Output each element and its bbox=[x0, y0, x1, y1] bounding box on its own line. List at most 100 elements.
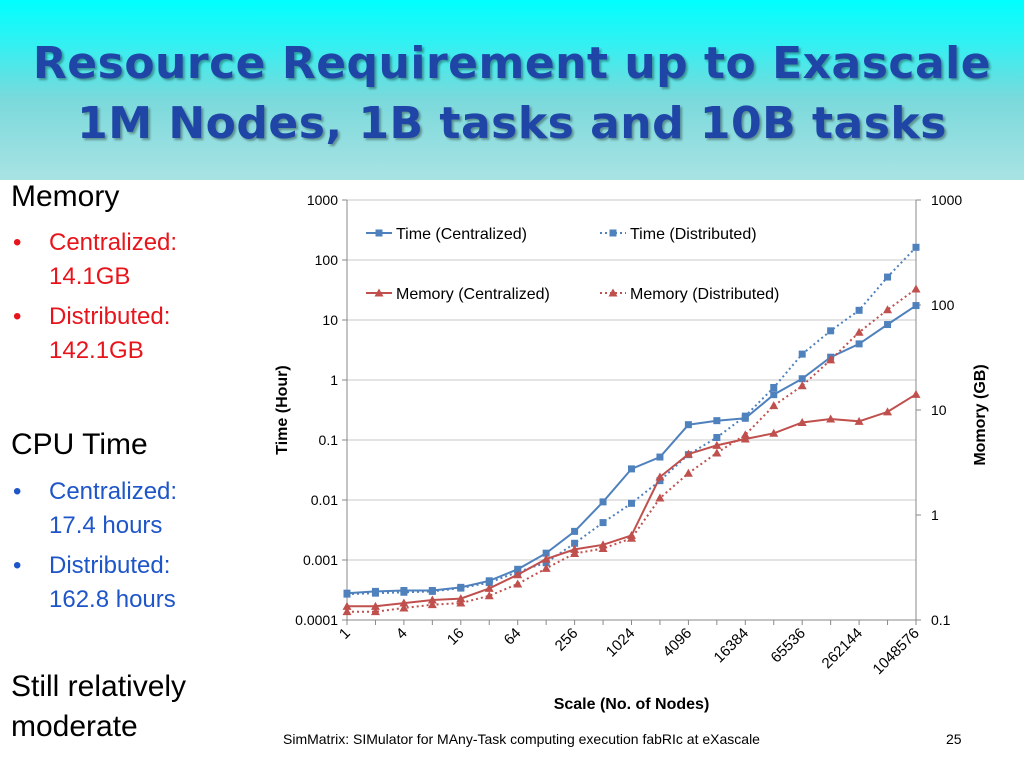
data-point-time-centralized bbox=[884, 321, 892, 329]
data-point-memory-centralized bbox=[883, 407, 893, 416]
footer-text: SimMatrix: SIMulator for MAny-Task compu… bbox=[283, 731, 760, 747]
data-point-time-distributed bbox=[628, 499, 635, 507]
data-point-memory-centralized bbox=[769, 428, 779, 437]
memory-distributed-value: 142.1GB bbox=[49, 337, 144, 364]
data-point-time-centralized bbox=[770, 391, 778, 399]
data-point-time-centralized bbox=[684, 421, 692, 429]
x-tick-label: 1048576 bbox=[870, 625, 923, 678]
data-point-time-distributed bbox=[884, 273, 892, 281]
x-tick-label: 65536 bbox=[768, 625, 810, 667]
data-point-time-distributed bbox=[428, 587, 436, 595]
y-left-axis-title: Time (Hour) bbox=[274, 365, 291, 454]
cpu-distributed-value: 162.8 hours bbox=[49, 586, 176, 613]
data-point-memory-centralized bbox=[854, 416, 864, 425]
legend-label: Memory (Distributed) bbox=[630, 286, 779, 303]
data-point-memory-centralized bbox=[399, 598, 409, 607]
data-point-time-distributed bbox=[371, 589, 379, 597]
cpu-centralized-value: 17.4 hours bbox=[49, 512, 163, 539]
series-line-memory-distributed bbox=[347, 288, 917, 613]
data-point-memory-distributed bbox=[854, 327, 864, 336]
data-point-memory-distributed bbox=[627, 533, 636, 542]
data-point-time-centralized bbox=[855, 340, 863, 348]
data-point-memory-centralized bbox=[342, 601, 352, 610]
y-right-tick-label: 100 bbox=[931, 297, 955, 313]
y-right-tick-label: 0.1 bbox=[931, 612, 951, 628]
bullet-dot: • bbox=[13, 478, 22, 505]
data-point-memory-centralized bbox=[655, 472, 665, 481]
x-tick-label: 262144 bbox=[819, 625, 866, 672]
x-tick-label: 256 bbox=[552, 625, 582, 655]
memory-centralized-label: Centralized: bbox=[49, 229, 178, 256]
legend-label: Time (Distributed) bbox=[630, 226, 757, 243]
data-point-memory-centralized bbox=[712, 440, 722, 449]
data-point-memory-centralized bbox=[911, 389, 921, 398]
data-point-time-distributed bbox=[827, 327, 835, 335]
data-point-memory-centralized bbox=[826, 414, 836, 423]
data-point-time-centralized bbox=[628, 465, 635, 473]
data-point-time-distributed bbox=[599, 519, 607, 527]
data-point-memory-distributed bbox=[570, 548, 580, 557]
y-left-tick-label: 1 bbox=[330, 372, 338, 388]
data-point-memory-distributed bbox=[399, 603, 409, 612]
data-point-time-distributed bbox=[855, 306, 863, 314]
cpu-time-heading: CPU Time bbox=[11, 428, 148, 461]
data-point-time-distributed bbox=[457, 584, 465, 592]
data-point-memory-distributed bbox=[797, 381, 807, 390]
title-banner: Resource Requirement up to Exascale 1M N… bbox=[0, 0, 1024, 180]
data-point-memory-centralized bbox=[513, 570, 523, 579]
data-point-time-centralized bbox=[599, 498, 607, 506]
legend-label: Time (Centralized) bbox=[396, 226, 527, 243]
legend-swatch-marker bbox=[608, 288, 618, 297]
slide-title-line-1: Resource Requirement up to Exascale bbox=[32, 38, 992, 89]
data-point-time-distributed bbox=[400, 588, 408, 596]
data-point-memory-distributed bbox=[598, 543, 608, 552]
slide-title-line-2: 1M Nodes, 1B tasks and 10B tasks bbox=[77, 98, 947, 149]
y-left-tick-label: 100 bbox=[315, 252, 339, 268]
bullet-dot: • bbox=[13, 303, 22, 330]
y-right-tick-label: 10 bbox=[931, 402, 947, 418]
note-line-2: moderate bbox=[11, 710, 138, 743]
data-point-memory-distributed bbox=[541, 563, 551, 572]
legend-swatch-marker bbox=[374, 288, 384, 297]
data-point-time-distributed bbox=[798, 350, 806, 358]
legend-label: Memory (Centralized) bbox=[396, 286, 550, 303]
data-point-memory-distributed bbox=[883, 305, 893, 314]
data-point-memory-centralized bbox=[370, 601, 380, 610]
series-line-time-centralized bbox=[346, 304, 917, 595]
x-tick-label: 16 bbox=[444, 625, 468, 649]
y-right-axis-title: Momory (GB) bbox=[972, 364, 989, 465]
cpu-centralized-label: Centralized: bbox=[49, 478, 178, 505]
data-point-time-centralized bbox=[571, 527, 579, 535]
x-tick-label: 1024 bbox=[603, 625, 639, 661]
data-point-time-centralized bbox=[798, 375, 806, 383]
x-tick-label: 4096 bbox=[660, 625, 696, 661]
data-point-memory-distributed bbox=[712, 448, 722, 457]
data-point-time-centralized bbox=[542, 549, 550, 557]
data-point-time-distributed bbox=[542, 559, 550, 567]
x-tick-label: 64 bbox=[501, 625, 525, 649]
data-point-memory-centralized bbox=[541, 554, 551, 563]
page-number: 25 bbox=[946, 731, 962, 747]
data-point-memory-distributed bbox=[826, 355, 836, 364]
data-point-memory-distributed bbox=[911, 284, 921, 293]
data-point-time-distributed bbox=[656, 477, 664, 485]
legend-swatch-marker bbox=[609, 229, 617, 237]
data-point-time-distributed bbox=[741, 412, 749, 420]
data-point-time-distributed bbox=[485, 579, 493, 587]
data-point-time-centralized bbox=[912, 302, 920, 310]
data-point-memory-distributed bbox=[456, 598, 466, 607]
data-point-memory-distributed bbox=[427, 600, 437, 609]
bullet-dot: • bbox=[13, 552, 22, 579]
y-left-tick-label: 1000 bbox=[307, 192, 338, 208]
data-point-time-distributed bbox=[770, 383, 778, 391]
data-point-memory-centralized bbox=[570, 544, 580, 553]
y-left-tick-label: 10 bbox=[322, 312, 338, 328]
data-point-memory-distributed bbox=[655, 493, 665, 502]
memory-centralized-value: 14.1GB bbox=[49, 263, 131, 290]
data-point-time-distributed bbox=[571, 539, 579, 547]
data-point-memory-distributed bbox=[370, 607, 380, 616]
x-axis-title: Scale (No. of Nodes) bbox=[554, 696, 710, 713]
data-point-memory-distributed bbox=[740, 430, 750, 439]
legend-swatch-marker bbox=[375, 229, 383, 237]
data-point-time-distributed bbox=[912, 243, 920, 251]
